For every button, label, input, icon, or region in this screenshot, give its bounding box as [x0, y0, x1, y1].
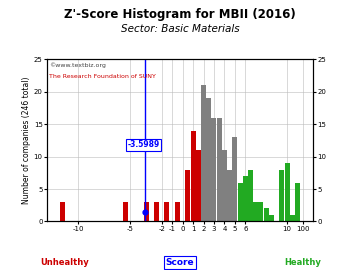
Bar	[295, 183, 300, 221]
Bar	[196, 150, 201, 221]
Bar	[222, 150, 227, 221]
Text: Sector: Basic Materials: Sector: Basic Materials	[121, 24, 239, 34]
Text: ©www.textbiz.org: ©www.textbiz.org	[49, 63, 106, 68]
Bar	[206, 98, 211, 221]
Bar	[165, 202, 170, 221]
Bar	[144, 202, 149, 221]
Bar	[264, 208, 269, 221]
Bar	[154, 202, 159, 221]
Text: Score: Score	[166, 258, 194, 267]
Bar	[238, 183, 243, 221]
Bar	[175, 202, 180, 221]
Bar	[123, 202, 128, 221]
Bar	[279, 170, 284, 221]
Text: -3.5989: -3.5989	[127, 140, 159, 149]
Text: Z'-Score Histogram for MBII (2016): Z'-Score Histogram for MBII (2016)	[64, 8, 296, 21]
Bar	[217, 118, 222, 221]
Bar	[269, 215, 274, 221]
Bar	[290, 215, 295, 221]
Bar	[253, 202, 258, 221]
Text: The Research Foundation of SUNY: The Research Foundation of SUNY	[49, 74, 156, 79]
Bar	[190, 131, 195, 221]
Bar	[211, 118, 216, 221]
Bar	[185, 170, 190, 221]
Bar	[243, 176, 248, 221]
Bar	[227, 170, 232, 221]
Bar	[258, 202, 264, 221]
Bar	[201, 85, 206, 221]
Bar	[248, 170, 253, 221]
Bar	[284, 163, 289, 221]
Bar	[60, 202, 65, 221]
Text: Unhealthy: Unhealthy	[40, 258, 89, 267]
Bar	[232, 137, 237, 221]
Y-axis label: Number of companies (246 total): Number of companies (246 total)	[22, 77, 31, 204]
Text: Healthy: Healthy	[284, 258, 321, 267]
